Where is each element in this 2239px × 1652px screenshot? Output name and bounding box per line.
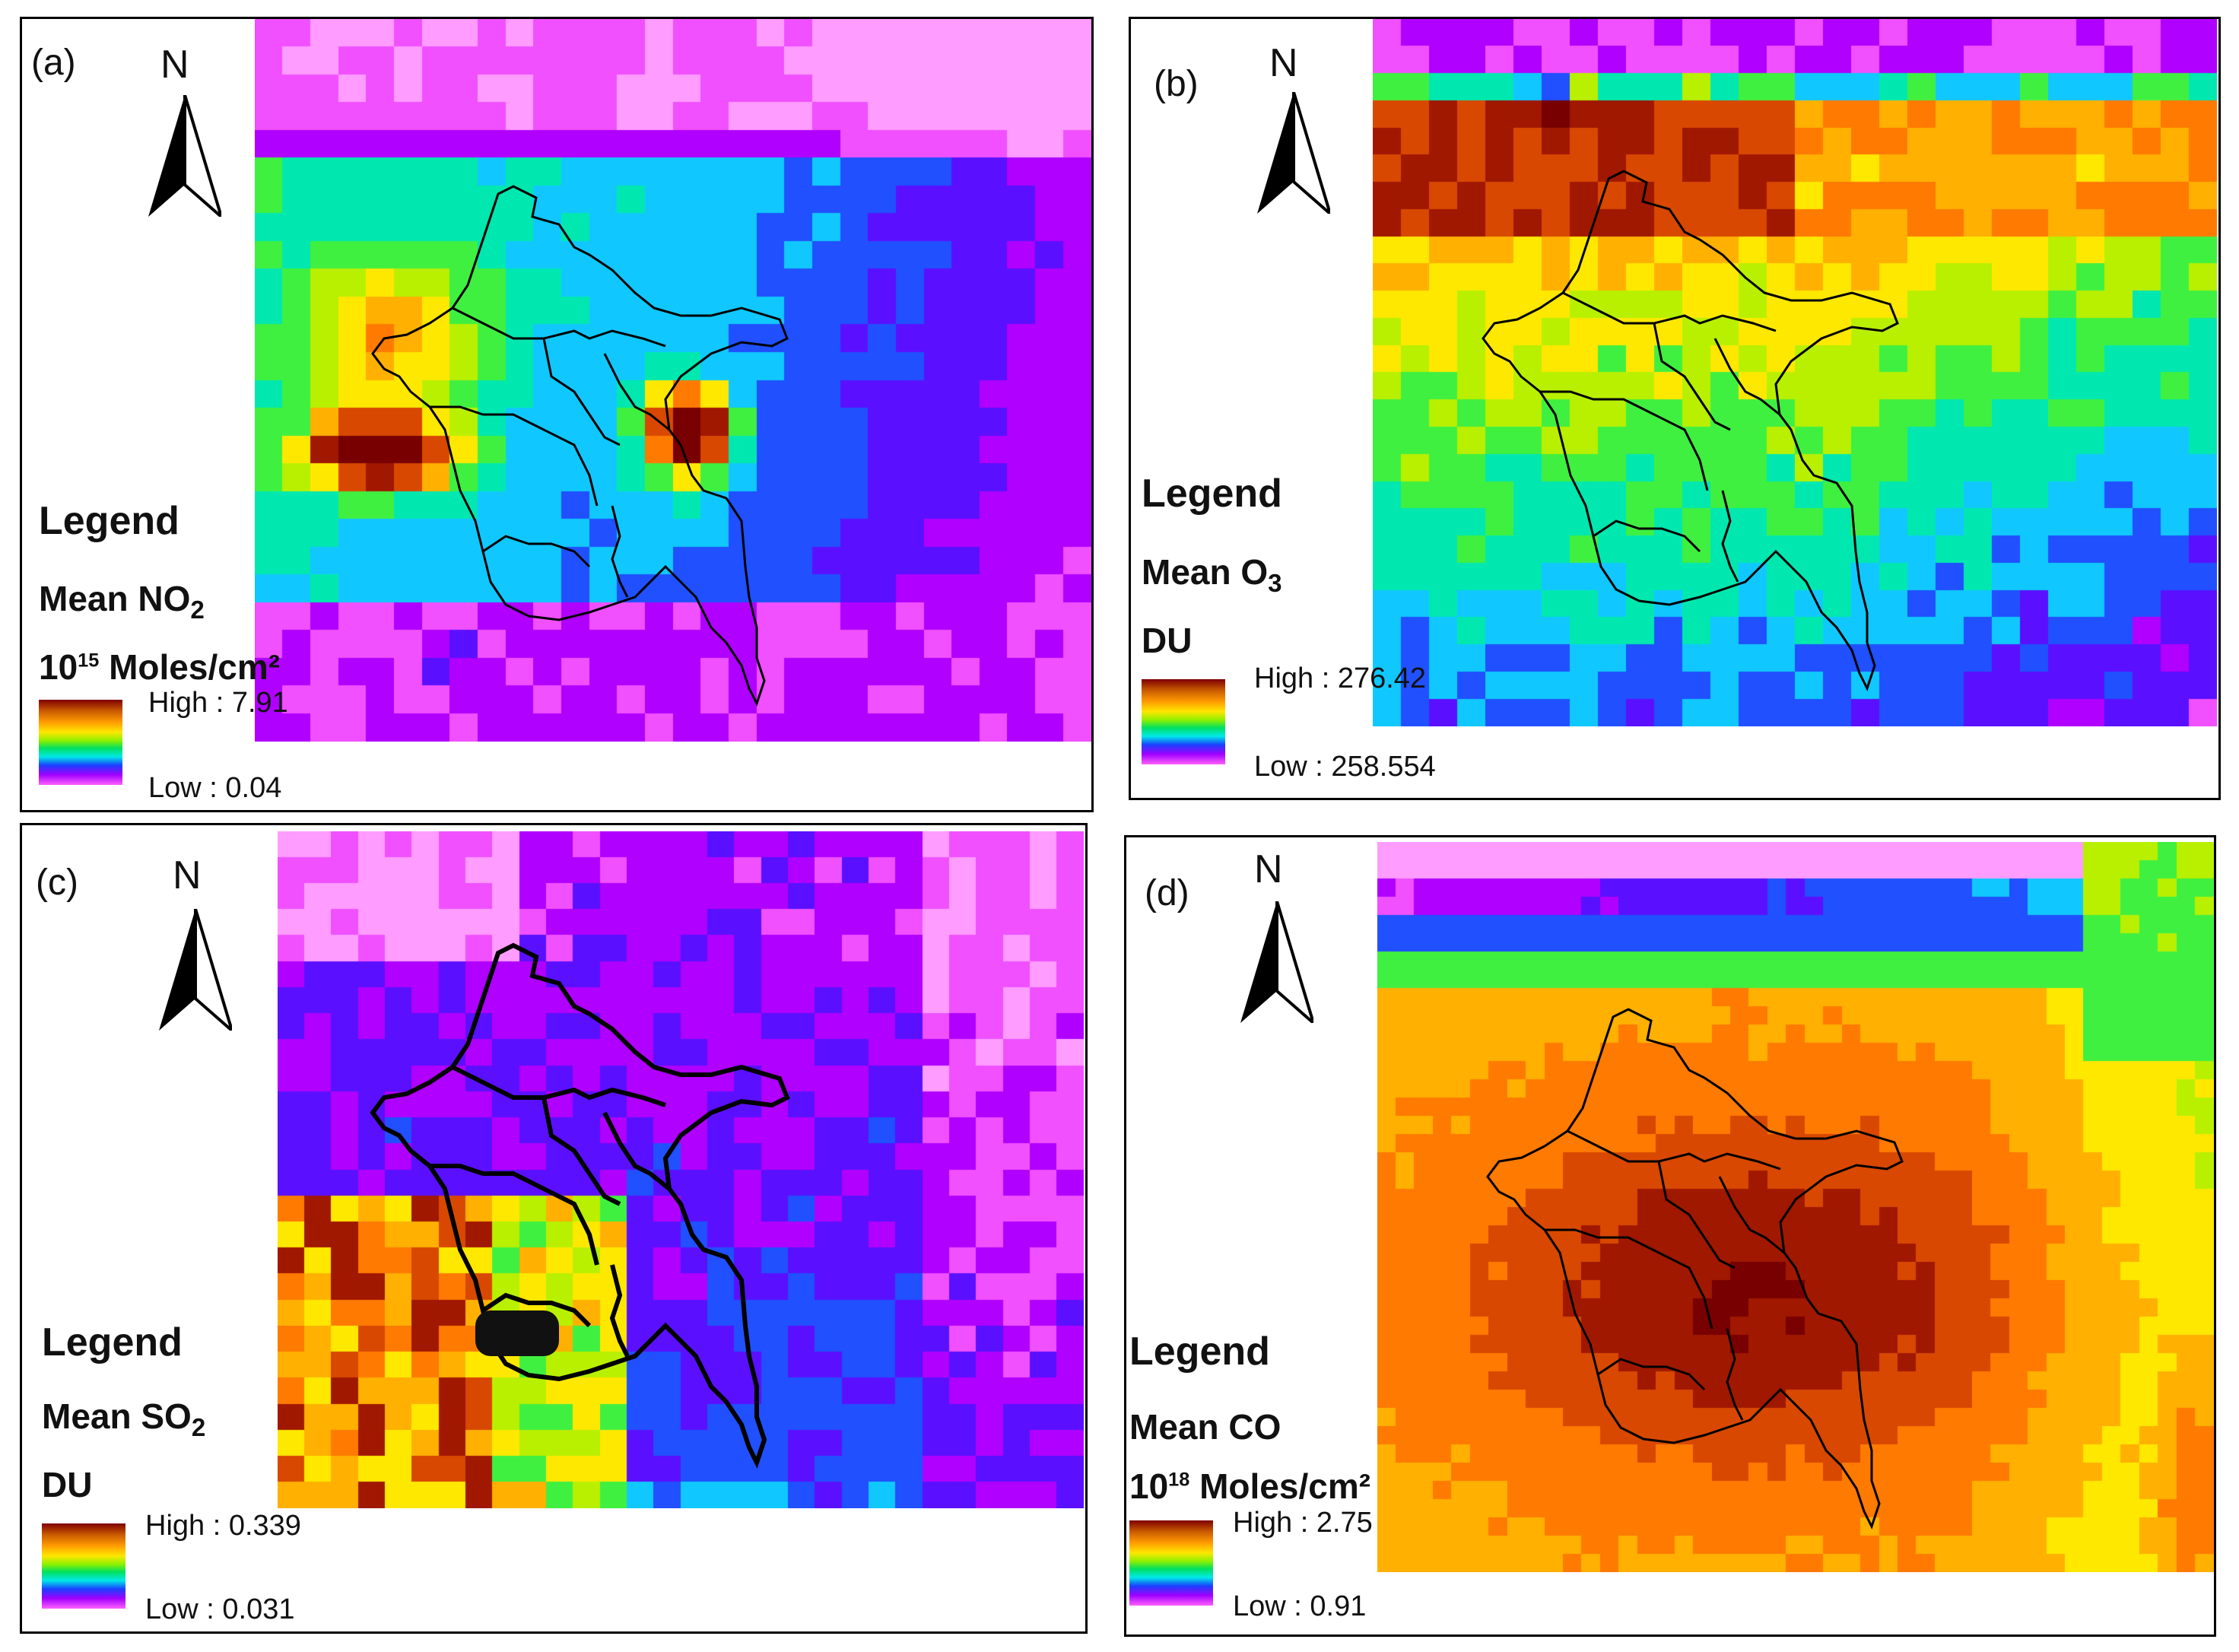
panel-c: (c) N Legend Mean SO2 DU High : 0.339 Lo…	[20, 823, 1088, 1634]
legend-variable: Mean SO2	[42, 1396, 206, 1443]
legend-low: Low : 0.031	[145, 1593, 295, 1625]
no2-heatmap	[255, 19, 1091, 742]
legend-high: High : 2.75	[1233, 1507, 1373, 1539]
so2-heatmap	[278, 831, 1084, 1508]
legend-color-ramp	[1129, 1520, 1213, 1606]
north-arrow-icon	[1240, 901, 1313, 1023]
panel-a: (a) N Legend Mean NO2 1015 Moles/cm² Hig…	[20, 17, 1094, 812]
legend-unit: DU	[42, 1465, 93, 1504]
legend-low: Low : 0.91	[1233, 1590, 1367, 1622]
north-letter: N	[160, 43, 189, 87]
co-heatmap	[1377, 842, 2214, 1572]
panel-label: (b)	[1154, 64, 1199, 104]
o3-heatmap	[1373, 19, 2217, 726]
panel-d: (d) N Legend Mean CO 1018 Moles/cm² High…	[1124, 835, 2216, 1637]
legend-high: High : 0.339	[145, 1510, 301, 1542]
legend-title: Legend	[39, 499, 179, 543]
north-arrow-icon	[1257, 92, 1330, 214]
legend-variable: Mean O3	[1142, 552, 1282, 599]
panel-label: (d)	[1145, 873, 1189, 913]
legend-low: Low : 0.04	[148, 772, 282, 804]
legend-unit: DU	[1142, 621, 1193, 660]
legend-variable: Mean NO2	[39, 579, 205, 625]
legend-color-ramp	[1142, 679, 1225, 764]
north-letter: N	[173, 853, 202, 897]
north-arrow-icon	[159, 909, 232, 1031]
legend-title: Legend	[1129, 1330, 1270, 1374]
legend-high: High : 276.42	[1254, 662, 1427, 694]
panel-label: (c)	[36, 863, 78, 903]
north-letter: N	[1269, 41, 1298, 85]
legend-variable: Mean CO	[1129, 1407, 1281, 1447]
panel-label: (a)	[31, 43, 76, 83]
legend-unit: 1015 Moles/cm²	[39, 647, 281, 687]
legend-low: Low : 258.554	[1254, 751, 1436, 783]
legend-color-ramp	[42, 1523, 125, 1609]
legend-color-ramp	[39, 700, 122, 785]
legend-title: Legend	[42, 1320, 183, 1364]
legend-high: High : 7.91	[148, 687, 288, 719]
legend-title: Legend	[1142, 472, 1282, 516]
north-arrow-icon	[148, 95, 221, 217]
panel-b: (b) N Legend Mean O3 DU High : 276.42 Lo…	[1129, 17, 2221, 800]
north-letter: N	[1254, 847, 1283, 891]
legend-unit: 1018 Moles/cm²	[1129, 1466, 1371, 1506]
